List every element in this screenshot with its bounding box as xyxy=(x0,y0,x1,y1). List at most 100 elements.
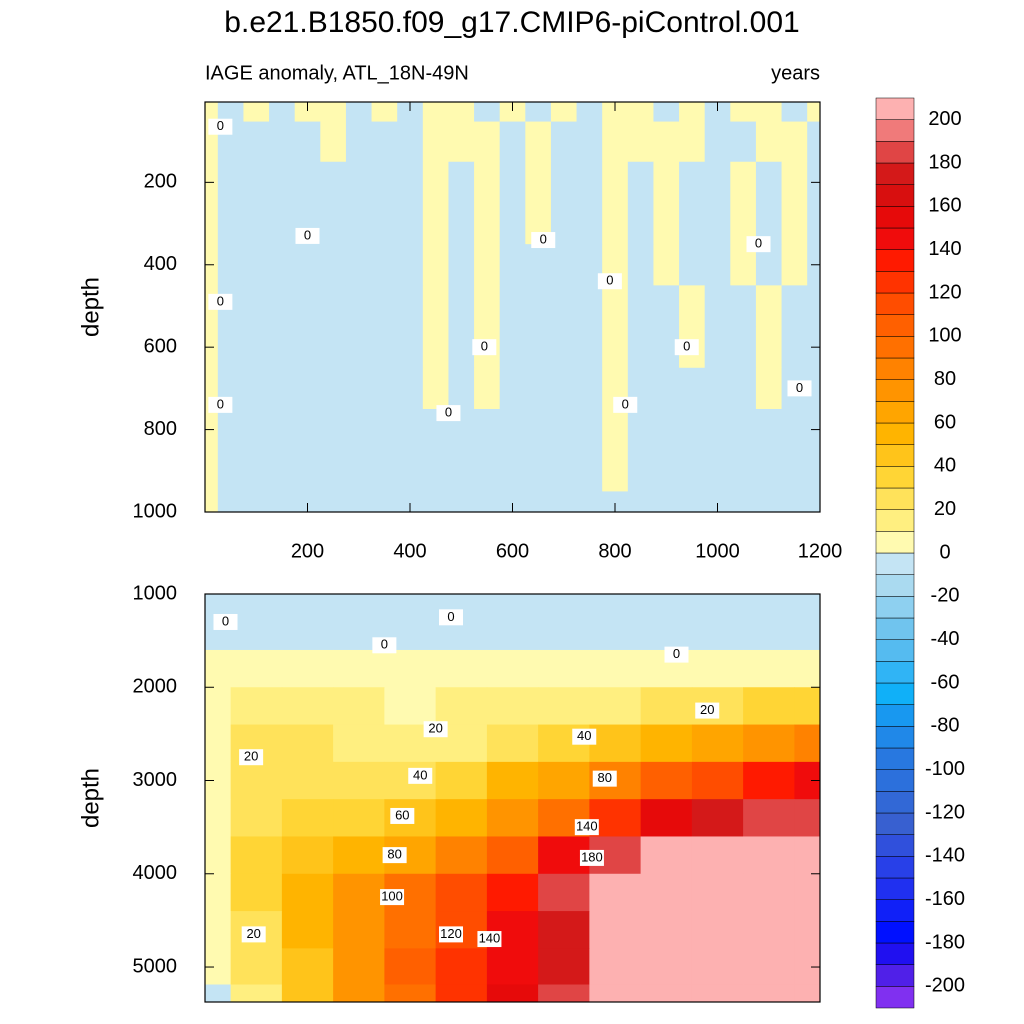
contour-cell xyxy=(448,102,475,123)
contour-cell xyxy=(743,948,795,986)
contour-cell xyxy=(743,649,795,688)
contour-cell xyxy=(474,161,501,204)
contour-cell xyxy=(230,836,283,875)
contour-cell xyxy=(269,285,296,328)
contour-cell xyxy=(538,761,590,800)
contour-cell xyxy=(281,984,334,1002)
contour-cell xyxy=(730,491,757,512)
x-tick-label: 200 xyxy=(291,540,324,562)
contour-label-bg xyxy=(380,889,405,906)
contour-label: 0 xyxy=(447,609,454,624)
contour-label: 180 xyxy=(581,849,603,864)
contour-cell xyxy=(345,121,373,163)
contour-cell xyxy=(691,948,744,986)
contour-cell xyxy=(205,799,232,837)
contour-cell xyxy=(230,687,283,726)
contour-cell xyxy=(640,911,693,949)
contour-cell xyxy=(743,724,795,763)
contour-cell xyxy=(474,367,501,410)
contour-cell xyxy=(743,836,795,875)
contour-cell xyxy=(755,326,783,369)
contour-label-bg xyxy=(574,819,599,836)
colorbar-label: -200 xyxy=(925,975,965,997)
contour-label-bg xyxy=(239,749,264,766)
contour-cell xyxy=(486,799,539,837)
contour-cell xyxy=(807,121,820,163)
contour-label: 0 xyxy=(673,646,680,661)
contour-cell xyxy=(205,202,219,245)
contour-label-bg xyxy=(746,236,771,253)
contour-cell xyxy=(371,491,398,512)
contour-cell xyxy=(371,102,398,123)
colorbar-box xyxy=(875,574,915,597)
contour-cell xyxy=(435,649,488,688)
contour-cell xyxy=(230,873,283,912)
contour-cell xyxy=(704,367,731,410)
contour-cell xyxy=(448,202,475,245)
contour-cell xyxy=(538,649,590,688)
contour-cell xyxy=(576,367,603,410)
contour-cell xyxy=(640,724,693,763)
contour-cell xyxy=(550,102,578,123)
x-tick-label: 1200 xyxy=(798,540,843,562)
contour-cell xyxy=(653,102,680,123)
contour-cell xyxy=(550,491,578,512)
contour-cell xyxy=(538,948,590,986)
contour-cell xyxy=(217,491,244,512)
contour-cell xyxy=(448,491,475,512)
contour-cell xyxy=(794,799,820,837)
colorbar-box xyxy=(875,661,915,684)
contour-cell xyxy=(474,491,501,512)
colorbar-box xyxy=(875,682,915,705)
contour-label: 0 xyxy=(217,118,224,133)
contour-cell xyxy=(525,285,552,328)
contour-cell xyxy=(525,326,552,369)
contour-cell xyxy=(550,161,578,204)
contour-cell xyxy=(294,285,321,328)
contour-cell xyxy=(230,594,283,614)
contour-cell xyxy=(679,491,706,512)
contour-cell xyxy=(320,450,347,492)
contour-label: 0 xyxy=(755,236,762,251)
contour-cell xyxy=(243,202,270,245)
contour-cell xyxy=(589,911,642,949)
contour-cell xyxy=(345,244,373,286)
contour-cell xyxy=(486,724,539,763)
contour-cell xyxy=(743,873,795,912)
contour-label-bg xyxy=(664,646,689,663)
colorbar-box xyxy=(875,162,915,185)
contour-cell xyxy=(345,102,373,123)
contour-cell xyxy=(217,244,244,286)
contour-cell xyxy=(281,836,334,875)
contour-cell xyxy=(435,948,488,986)
contour-cell xyxy=(781,102,808,123)
contour-cell xyxy=(781,202,808,245)
contour-cell xyxy=(397,326,424,369)
contour-label-bg xyxy=(208,118,233,135)
contour-cell xyxy=(602,326,629,369)
contour-cell xyxy=(281,799,334,837)
colorbar-label: 60 xyxy=(934,411,956,433)
contour-cell xyxy=(538,984,590,1002)
contour-label-bg xyxy=(439,926,463,943)
colorbar-box xyxy=(875,596,915,619)
contour-cell xyxy=(397,102,424,123)
contour-cell xyxy=(704,450,731,492)
contour-cell xyxy=(217,326,244,369)
y-tick-label: 5000 xyxy=(133,955,178,977)
contour-cell xyxy=(499,450,526,492)
contour-cell xyxy=(448,121,475,163)
contour-cell xyxy=(499,326,526,369)
contour-label: 0 xyxy=(217,293,224,308)
colorbar-box xyxy=(875,271,915,294)
contour-cell xyxy=(217,102,244,123)
contour-cell xyxy=(653,491,680,512)
contour-cell xyxy=(794,724,820,763)
contour-cell xyxy=(499,121,526,163)
contour-cell xyxy=(499,367,526,410)
contour-cell xyxy=(627,450,654,492)
contour-label: 0 xyxy=(622,396,629,411)
colorbar-label: -60 xyxy=(931,671,960,693)
contour-label-bg xyxy=(295,227,320,244)
contour-cell xyxy=(499,491,526,512)
